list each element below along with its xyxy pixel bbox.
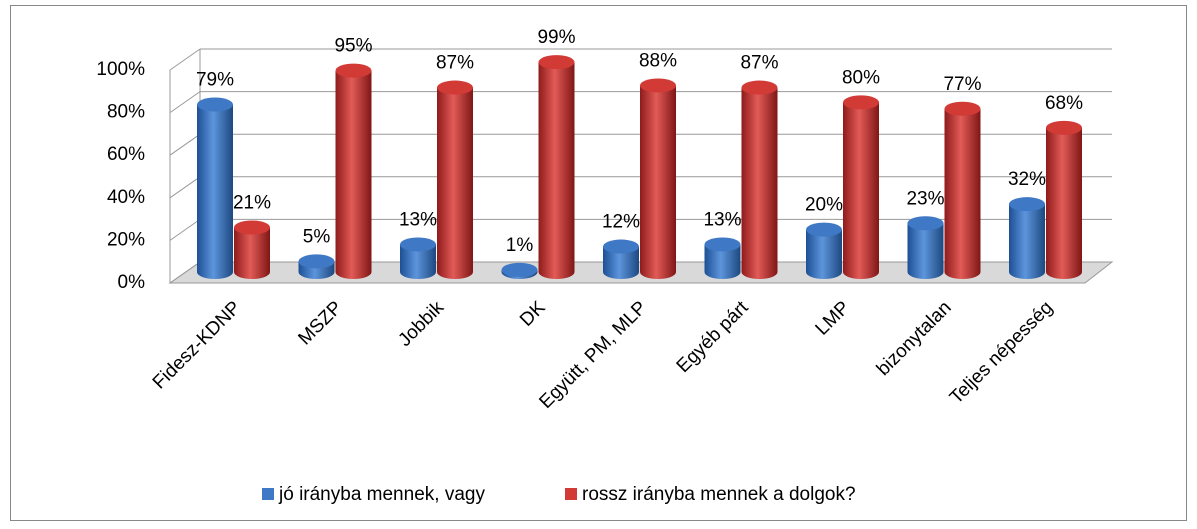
bar xyxy=(843,95,879,280)
bar-body xyxy=(1009,204,1045,279)
y-tick-label: 20% xyxy=(107,229,145,250)
bar-body xyxy=(538,62,575,280)
value-label: 80% xyxy=(842,67,880,88)
bar-body xyxy=(1046,127,1082,279)
value-label: 79% xyxy=(196,70,234,91)
y-tick-label: 80% xyxy=(107,102,145,123)
bar xyxy=(640,78,676,279)
bar xyxy=(400,237,436,279)
bar-body xyxy=(806,229,842,279)
grid-line-side xyxy=(169,48,201,71)
y-tick-label: 60% xyxy=(107,144,145,165)
value-label: 32% xyxy=(1008,169,1046,190)
bar-top xyxy=(1009,197,1045,212)
bar xyxy=(501,262,538,279)
bar-body xyxy=(437,87,473,279)
bar xyxy=(335,63,372,279)
bar xyxy=(944,101,981,279)
y-tick-label: 100% xyxy=(96,59,145,80)
bar-top xyxy=(400,237,436,252)
bar-top xyxy=(603,239,639,254)
legend-label: jó irányba mennek, vagy xyxy=(278,484,485,505)
value-label: 88% xyxy=(639,50,677,71)
legend-swatch xyxy=(262,488,274,500)
bar-top xyxy=(437,80,473,95)
bar-body xyxy=(335,70,372,279)
bar xyxy=(704,237,741,279)
bar xyxy=(741,80,778,279)
bar-body xyxy=(640,85,676,279)
bar-top xyxy=(704,237,741,252)
value-label: 77% xyxy=(943,74,981,95)
bar-top xyxy=(197,97,233,112)
bar-body xyxy=(197,104,233,280)
bar-top xyxy=(234,220,270,235)
bar-top xyxy=(741,80,778,95)
bar-body xyxy=(944,108,981,279)
bar-body xyxy=(400,244,436,279)
grid-line-side xyxy=(169,218,201,241)
bar-body xyxy=(234,227,270,279)
bar-body xyxy=(741,87,778,279)
value-label: 95% xyxy=(334,36,372,57)
bar xyxy=(1046,120,1082,279)
value-label: 99% xyxy=(537,27,575,48)
value-label: 1% xyxy=(506,235,534,256)
value-label: 12% xyxy=(602,212,640,233)
bar xyxy=(234,220,270,279)
legend-swatch xyxy=(565,488,577,500)
value-label: 68% xyxy=(1045,93,1083,114)
grid-line-side xyxy=(169,261,201,284)
value-label: 87% xyxy=(740,53,778,74)
bar-top xyxy=(335,63,372,78)
bar-top xyxy=(298,254,335,269)
bar-top xyxy=(843,95,879,110)
bar xyxy=(298,254,335,279)
bar-top xyxy=(944,101,981,116)
bar xyxy=(538,55,575,280)
bar-body xyxy=(907,223,944,279)
bar-top xyxy=(1046,120,1082,135)
bar xyxy=(1009,197,1045,279)
bar-top xyxy=(806,222,842,237)
y-tick-label: 0% xyxy=(118,272,146,293)
value-label: 21% xyxy=(233,192,271,213)
grid-line-side xyxy=(169,91,201,114)
bar-body xyxy=(603,246,639,279)
value-label: 20% xyxy=(805,195,843,216)
value-label: 13% xyxy=(703,209,741,230)
value-label: 5% xyxy=(303,226,331,247)
legend-label: rossz irányba mennek a dolgok? xyxy=(582,484,856,505)
bar xyxy=(907,216,944,279)
bar-top xyxy=(538,55,575,70)
bar xyxy=(603,239,639,279)
bar xyxy=(806,222,842,279)
bar-body xyxy=(843,102,879,280)
y-tick-label: 40% xyxy=(107,187,145,208)
value-label: 87% xyxy=(436,53,474,74)
bar-body xyxy=(704,244,741,279)
grid-line-side xyxy=(169,133,201,156)
bar-top xyxy=(640,78,676,93)
grid-line-side xyxy=(169,176,201,199)
value-label: 23% xyxy=(906,188,944,209)
value-label: 13% xyxy=(399,209,437,230)
bar-top xyxy=(907,216,944,231)
bar xyxy=(197,97,233,280)
bar-top xyxy=(501,262,538,277)
bar xyxy=(437,80,473,279)
